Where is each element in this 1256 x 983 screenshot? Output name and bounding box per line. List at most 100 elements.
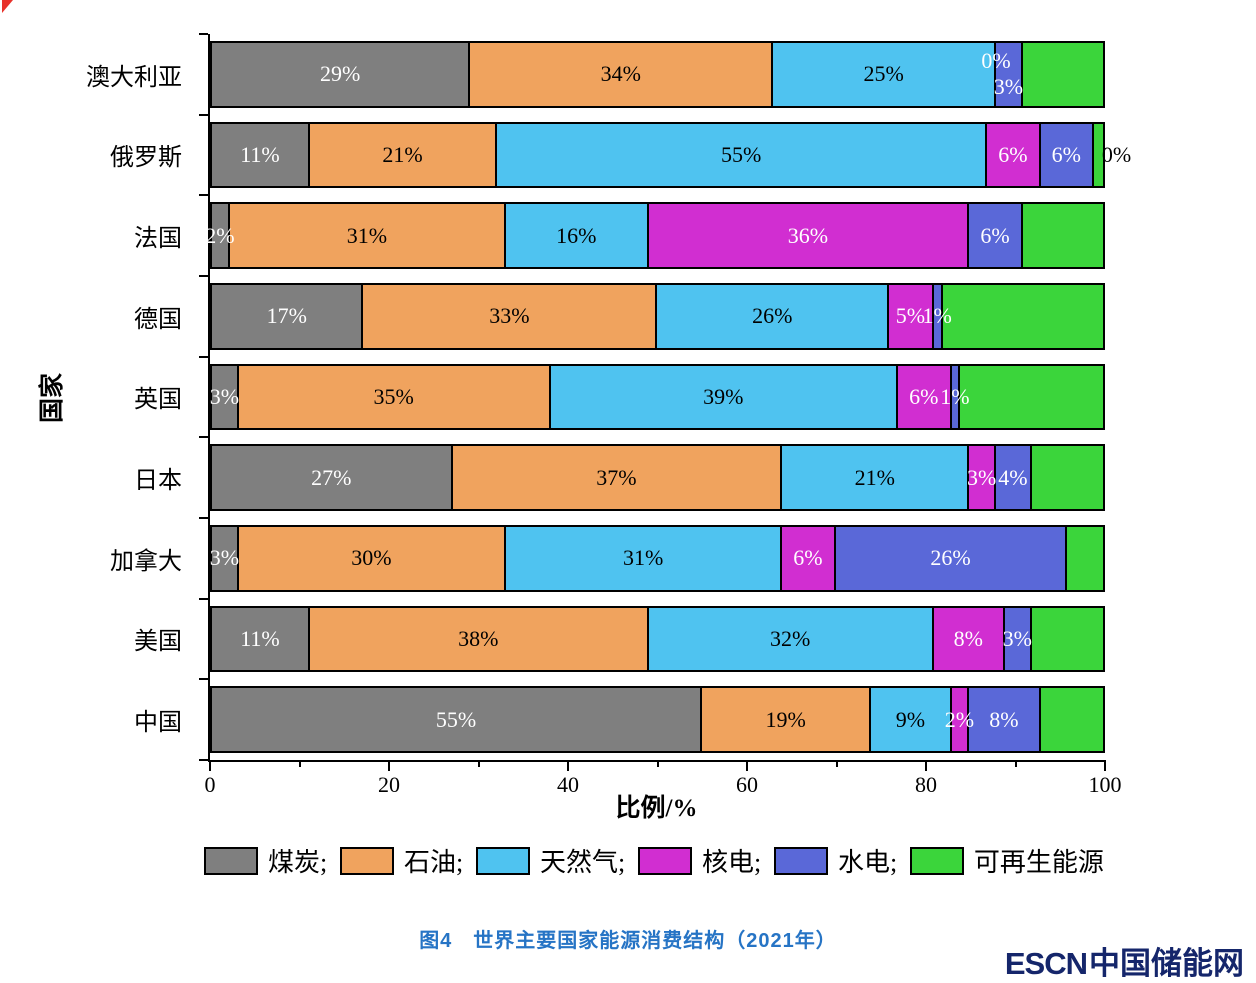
legend-item: 核电; [637, 842, 762, 879]
category-label: 俄罗斯 [110, 145, 182, 172]
stacked-bar: 17% 33% 26% 5% 1% [210, 283, 1105, 350]
bar-value-label: 26% [752, 303, 793, 329]
bar-segment: 6% [987, 123, 1041, 187]
bar-value-label: 35% [373, 383, 414, 409]
bar-segment: 11% [212, 123, 310, 187]
bar-segment: 3% [967, 446, 997, 509]
legend: 煤炭; 石油; 天然气; 核电; 水电; 可再生能源 [204, 842, 1104, 879]
bar-segment: 34% [470, 43, 774, 106]
bar-segment: 32% [648, 607, 934, 671]
x-minor-tick [835, 760, 838, 767]
bar-segment: 33% [363, 285, 658, 348]
bar-value-label: 26% [930, 545, 971, 571]
category-label: 日本 [134, 468, 182, 495]
x-tick-label: 60 [736, 772, 758, 797]
bar-value-label: 31% [622, 545, 664, 571]
bar-value-label: 37% [596, 464, 637, 490]
bar-value-label: 39% [703, 383, 744, 409]
bar-value-label: 38% [458, 625, 499, 651]
bar-value-label: 8% [989, 706, 1019, 732]
bar-value-label: 27% [311, 464, 352, 490]
bar-value-label: 3% [209, 545, 240, 571]
bar-value-label: 36% [787, 222, 829, 248]
bar-value-label: 55% [720, 141, 762, 167]
bar-segment: 6% [1040, 123, 1095, 187]
bar-value-label: 55% [435, 706, 477, 732]
bar-value-label: 25% [863, 61, 904, 87]
category-label: 澳大利亚 [86, 64, 182, 91]
bar-segment: 25% [773, 43, 997, 106]
bar-segment [1022, 204, 1103, 267]
legend-item: 煤炭; [204, 842, 327, 879]
bar-segment: 3% [1002, 607, 1032, 671]
bar-segment: 0% [1094, 123, 1131, 187]
bar-segment: 17% [212, 285, 364, 348]
bar-segment: 26% [835, 527, 1068, 590]
bar-value-label: 4% [998, 464, 1028, 490]
y-tick [199, 436, 208, 439]
y-tick [199, 33, 208, 35]
legend-swatch [339, 846, 394, 875]
bar-segment: 6% [898, 365, 952, 429]
legend-label: 水电; [837, 848, 898, 877]
bar-segment: 8% [933, 607, 1005, 671]
x-tick-label: 40 [557, 772, 579, 797]
x-minor-tick [298, 760, 301, 767]
stacked-bar: 3% 30% 31% 6% 26% [210, 525, 1105, 592]
bar-value-label: 6% [998, 141, 1028, 167]
category-label: 加拿大 [110, 548, 182, 575]
x-minor-tick [656, 760, 659, 767]
bar-segment: 3% [209, 527, 240, 590]
legend-label: 可再生能源 [973, 848, 1104, 877]
x-minor-tick [477, 760, 480, 767]
legend-label: 石油; [403, 848, 464, 877]
stacked-bar: 27% 37% 21% 3% 4% [210, 444, 1105, 511]
bar-value-label: 6% [909, 383, 939, 409]
legend-item: 石油; [339, 842, 464, 879]
legend-item: 可再生能源 [909, 842, 1104, 879]
x-tick [209, 760, 211, 771]
bar-value-label: 3% [993, 74, 1024, 100]
bar-value-label: 3% [209, 383, 240, 409]
x-axis-title: 比例/% [615, 795, 698, 822]
bar-value-label: 34% [600, 61, 642, 87]
bar-value-label: 3% [967, 464, 997, 490]
bar-value-label: 19% [765, 706, 806, 732]
y-tick [199, 597, 208, 600]
legend-label: 核电; [701, 848, 762, 877]
x-tick [746, 760, 748, 771]
bar-value-label: 9% [895, 706, 926, 732]
plot-area: 29% 34% 25% 0% 3% 11% 21% 55% 6% 6% 0% 2% 31% 16% 36% 6… [199, 33, 1131, 797]
y-tick [199, 678, 208, 681]
bar-value-label: 11% [240, 625, 280, 651]
x-tick-label: 0 [204, 772, 216, 797]
escn-logo: ESCN中国储能网 [1005, 938, 1244, 983]
bar-value-label: 6% [793, 545, 823, 571]
y-tick [199, 355, 208, 358]
bar-segment: 26% [657, 285, 890, 348]
legend-label: 天然气; [539, 848, 626, 877]
category-label: 中国 [134, 710, 182, 737]
stacked-bar: 55% 19% 9% 2% 8% [210, 686, 1105, 753]
bar-segment: 9% [871, 688, 952, 751]
bar-segment [1022, 43, 1103, 106]
bar-segment: 38% [310, 607, 649, 671]
bar-segment: 1% [940, 365, 970, 429]
bar-segment [1031, 607, 1103, 671]
category-label: 德国 [134, 306, 182, 333]
bar-value-label: 3% [1002, 625, 1032, 651]
category-label: 美国 [134, 629, 182, 656]
bar-value-label: 0% [1101, 141, 1132, 167]
bar-segment: 27% [212, 446, 453, 509]
x-tick-label: 20 [378, 772, 400, 797]
bar-value-label: 17% [266, 303, 307, 329]
bar-value-label: 33% [489, 303, 530, 329]
y-tick [199, 194, 208, 197]
figure-caption: 图4 世界主要国家能源消费结构（2021年） [419, 930, 837, 952]
bar-segment: 2% [205, 204, 235, 267]
bar-segment: 31% [229, 204, 507, 267]
legend-swatch [475, 846, 530, 875]
bar-value-label: 30% [351, 545, 392, 571]
y-tick [199, 113, 208, 116]
escn-logo-text: ESCN [1004, 946, 1088, 981]
